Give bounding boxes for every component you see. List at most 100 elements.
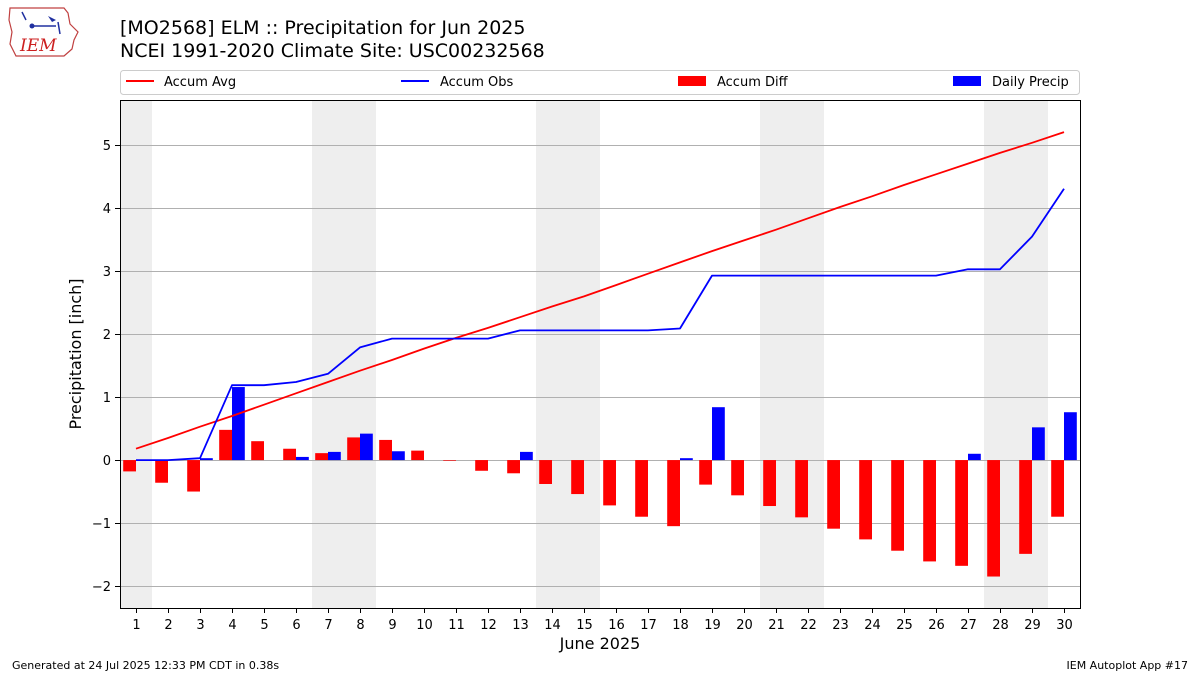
legend-frame xyxy=(120,70,1080,95)
legend-label-accum-diff: Accum Diff xyxy=(717,75,789,90)
legend: Accum Avg Accum Obs Accum Diff Daily Pre… xyxy=(120,70,1080,95)
bar-accum-diff xyxy=(955,460,968,566)
bar-accum-diff xyxy=(475,460,488,471)
x-tick-label: 12 xyxy=(480,618,497,633)
y-tick-label: 4 xyxy=(103,202,111,217)
x-tick-label: 3 xyxy=(196,618,204,633)
x-tick-label: 11 xyxy=(448,618,465,633)
x-tick-label: 23 xyxy=(832,618,849,633)
weekend-shade-day-21 xyxy=(760,100,792,608)
weekend-shade-day-14 xyxy=(536,100,568,608)
weekend-shade-day-8 xyxy=(344,100,376,608)
bar-accum-diff xyxy=(315,453,328,461)
x-tick-label: 28 xyxy=(992,618,1009,633)
x-tick-label: 2 xyxy=(164,618,172,633)
bar-daily-precip xyxy=(200,458,213,461)
bar-accum-diff xyxy=(571,460,584,495)
bar-daily-precip xyxy=(296,456,309,461)
bar-accum-diff xyxy=(859,460,872,540)
line-accum-avg xyxy=(135,131,1065,450)
generated-timestamp: Generated at 24 Jul 2025 12:33 PM CDT in… xyxy=(12,659,280,672)
x-tick-label: 14 xyxy=(544,618,561,633)
bar-daily-precip xyxy=(328,451,341,461)
bar-accum-diff xyxy=(219,429,232,461)
y-tick-label: 2 xyxy=(103,328,111,343)
x-tick-label: 8 xyxy=(356,618,364,633)
bar-accum-diff xyxy=(795,460,808,518)
bar-accum-diff xyxy=(411,450,424,461)
bar-daily-precip xyxy=(1064,412,1077,461)
bar-daily-precip xyxy=(392,451,405,461)
x-tick-label: 16 xyxy=(608,618,625,633)
bar-accum-diff xyxy=(443,460,456,461)
legend-swatch-accum-diff xyxy=(678,76,706,86)
y-tick-label: 5 xyxy=(103,139,111,154)
bar-daily-precip xyxy=(232,387,245,461)
bar-accum-diff xyxy=(603,460,616,506)
x-tick-label: 18 xyxy=(672,618,689,633)
weekend-shade-day-22 xyxy=(792,100,824,608)
x-tick-label: 19 xyxy=(704,618,721,633)
weekend-shade-day-15 xyxy=(568,100,600,608)
line-accum-obs xyxy=(136,188,1065,462)
x-tick-label: 17 xyxy=(640,618,657,633)
bar-accum-diff xyxy=(123,460,136,472)
weekend-shade-day-1 xyxy=(120,100,152,608)
x-axis-label: June 2025 xyxy=(559,634,641,653)
bar-daily-precip xyxy=(680,458,693,461)
plot-frame xyxy=(120,100,1081,609)
x-tick-label: 25 xyxy=(896,618,913,633)
x-tick-label: 21 xyxy=(768,618,785,633)
y-tick-label: −1 xyxy=(92,517,111,532)
x-tick-label: 29 xyxy=(1024,618,1041,633)
chart-title-line-2: NCEI 1991-2020 Climate Site: USC00232568 xyxy=(120,40,545,62)
bar-accum-diff xyxy=(283,448,296,461)
bar-accum-diff xyxy=(667,460,680,527)
y-tick-label: 3 xyxy=(103,265,111,280)
bar-accum-diff xyxy=(347,437,360,461)
x-tick-label: 7 xyxy=(324,618,332,633)
x-tick-label: 5 xyxy=(260,618,268,633)
iem-logo: IEM xyxy=(8,7,79,57)
bar-daily-precip xyxy=(712,407,725,461)
x-tick-label: 13 xyxy=(512,618,529,633)
legend-label-accum-obs: Accum Obs xyxy=(440,75,513,90)
x-tick-label: 24 xyxy=(864,618,881,633)
chart-title-line-1: [MO2568] ELM :: Precipitation for Jun 20… xyxy=(120,17,526,39)
app-credit: IEM Autoplot App #17 xyxy=(1066,659,1189,672)
bar-accum-diff xyxy=(987,460,1000,577)
x-tick-label: 1 xyxy=(132,618,140,633)
bar-accum-diff xyxy=(539,460,552,484)
x-tick-label: 26 xyxy=(928,618,945,633)
bar-accum-diff xyxy=(1051,460,1064,517)
bar-accum-diff xyxy=(699,460,712,485)
legend-label-accum-avg: Accum Avg xyxy=(164,75,236,90)
bar-daily-precip xyxy=(968,453,981,461)
bar-accum-diff xyxy=(155,460,168,483)
y-tick-label: 1 xyxy=(103,391,111,406)
x-tick-label: 27 xyxy=(960,618,977,633)
bar-daily-precip xyxy=(520,451,533,461)
bar-accum-diff xyxy=(731,460,744,496)
bar-accum-diff xyxy=(1019,460,1032,554)
y-tick-label: 0 xyxy=(103,454,111,469)
x-tick-label: 6 xyxy=(292,618,300,633)
bar-accum-diff xyxy=(251,441,264,461)
bar-accum-diff xyxy=(379,439,392,461)
bar-daily-precip xyxy=(1032,427,1045,461)
x-tick-label: 22 xyxy=(800,618,817,633)
bar-accum-diff xyxy=(187,460,200,492)
x-tick-label: 20 xyxy=(736,618,753,633)
weekend-shade-day-7 xyxy=(312,100,344,608)
bar-accum-diff xyxy=(891,460,904,551)
x-tick-label: 4 xyxy=(228,618,236,633)
bar-accum-diff xyxy=(763,460,776,507)
x-tick-label: 10 xyxy=(416,618,433,633)
bar-accum-diff xyxy=(635,460,648,517)
logo-text: IEM xyxy=(19,36,57,56)
bar-accum-diff xyxy=(923,460,936,562)
legend-swatch-daily-precip xyxy=(953,76,981,86)
legend-label-daily-precip: Daily Precip xyxy=(992,75,1069,90)
x-tick-label: 30 xyxy=(1056,618,1073,633)
